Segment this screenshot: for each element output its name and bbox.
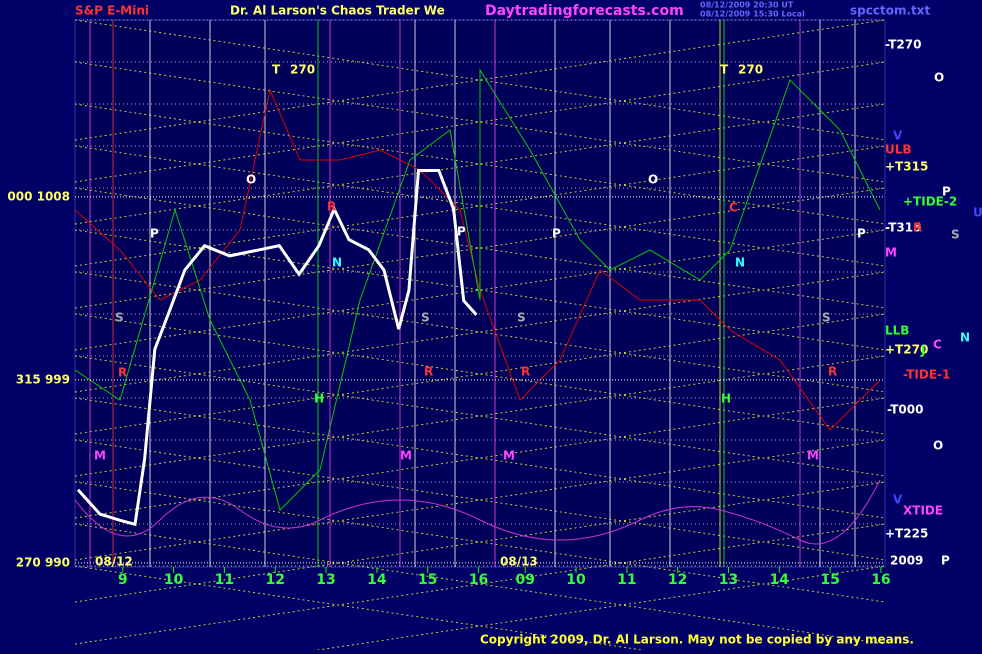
annotation: U: [973, 206, 982, 220]
annotation: P: [857, 227, 866, 241]
annotation: O: [648, 173, 658, 187]
annotation: -T270: [885, 38, 921, 52]
red-curve: [74, 88, 881, 431]
annotation: S: [517, 311, 526, 325]
annotation: S: [421, 311, 430, 325]
title: Dr. Al Larson's Chaos Trader We: [230, 4, 445, 18]
site: Daytradingforecasts.com: [485, 3, 684, 19]
annotation: P: [942, 185, 951, 199]
time-local: 08/12/2009 15:30 Local: [700, 10, 805, 19]
x-tick-label: 11: [215, 572, 234, 588]
x-tick-label: 16: [469, 572, 488, 588]
annotation: -T000: [887, 403, 923, 417]
time-ut: 08/12/2009 20:30 UT: [700, 1, 794, 10]
annotation: S: [822, 311, 831, 325]
copyright: Copyright 2009, Dr. Al Larson. May not b…: [480, 633, 914, 647]
annotation: R: [521, 365, 530, 379]
x-tick-label: 11: [617, 572, 636, 588]
x-tick-label: 09: [515, 572, 534, 588]
annotation: XTIDE: [903, 504, 943, 518]
annotation: M: [94, 449, 106, 463]
annotation: M: [400, 449, 412, 463]
y-tick-label: 315 999: [16, 372, 70, 386]
annotation: H: [721, 392, 731, 406]
annotation: C: [933, 338, 942, 352]
annotation: P: [457, 225, 466, 239]
annotation: V: [893, 493, 903, 507]
annotation: 270: [738, 63, 763, 77]
instrument: S&P E-Mini: [75, 4, 149, 18]
annotation: ULB: [885, 143, 912, 157]
date-label: 08/12: [95, 555, 133, 569]
annotation: T: [720, 63, 729, 77]
annotation: +T225: [885, 527, 928, 541]
annotation: V: [893, 129, 903, 143]
y-tick-label: 000 1008: [7, 189, 70, 203]
x-tick-label: 16: [871, 572, 890, 588]
x-tick-label: 10: [566, 572, 586, 588]
annotation: T: [272, 63, 281, 77]
annotation: O: [246, 173, 256, 187]
annotation: N: [332, 256, 342, 270]
annotation: P: [150, 227, 159, 241]
magenta-curve: [74, 479, 881, 545]
annotation: M: [807, 449, 819, 463]
annotation: R: [327, 200, 336, 214]
date-label: 08/13: [500, 555, 538, 569]
annotation: M: [885, 246, 897, 260]
annotation: C: [729, 201, 738, 215]
x-tick-label: 14: [770, 572, 790, 588]
annotation: P: [552, 227, 561, 241]
annotation: N: [735, 256, 745, 270]
green-curve: [74, 68, 881, 511]
price-line: [76, 169, 478, 527]
annotation: N: [960, 331, 970, 345]
annotation: J: [920, 344, 925, 358]
x-tick-label: 15: [418, 572, 437, 588]
annotation: M: [503, 449, 515, 463]
annotation: 270: [290, 63, 315, 77]
annotation: S: [115, 311, 124, 325]
annotation: LLB: [885, 324, 909, 338]
annotation: -TIDE-1: [903, 368, 950, 382]
file: spcctom.txt: [850, 4, 930, 18]
x-tick-label: 13: [719, 572, 738, 588]
x-tick-label: 10: [164, 572, 184, 588]
decor-line: [74, 523, 886, 645]
annotation: -T315: [885, 221, 921, 235]
annotation: H: [314, 392, 324, 406]
annotation: +T315: [885, 160, 928, 174]
decor-line: [74, 481, 886, 603]
annotation: 2009: [890, 554, 923, 568]
x-tick-label: 15: [820, 572, 839, 588]
annotation: +TIDE-2: [903, 195, 957, 209]
annotation: R: [424, 365, 433, 379]
annotation: O: [934, 71, 944, 85]
x-tick-label: 12: [668, 572, 687, 588]
x-tick-label: 14: [367, 572, 387, 588]
annotation: R: [828, 365, 837, 379]
annotation: S: [951, 228, 960, 242]
decor-line: [74, 565, 673, 654]
annotation: O: [933, 439, 943, 453]
annotation: R: [118, 366, 127, 380]
x-tick-label: 13: [316, 572, 335, 588]
y-tick-label: 270 990: [16, 555, 70, 569]
x-tick-label: 9: [118, 572, 128, 588]
annotation: R: [913, 221, 922, 235]
x-tick-label: 12: [265, 572, 284, 588]
annotation: P: [941, 554, 950, 568]
annotation: +T270: [885, 343, 928, 357]
